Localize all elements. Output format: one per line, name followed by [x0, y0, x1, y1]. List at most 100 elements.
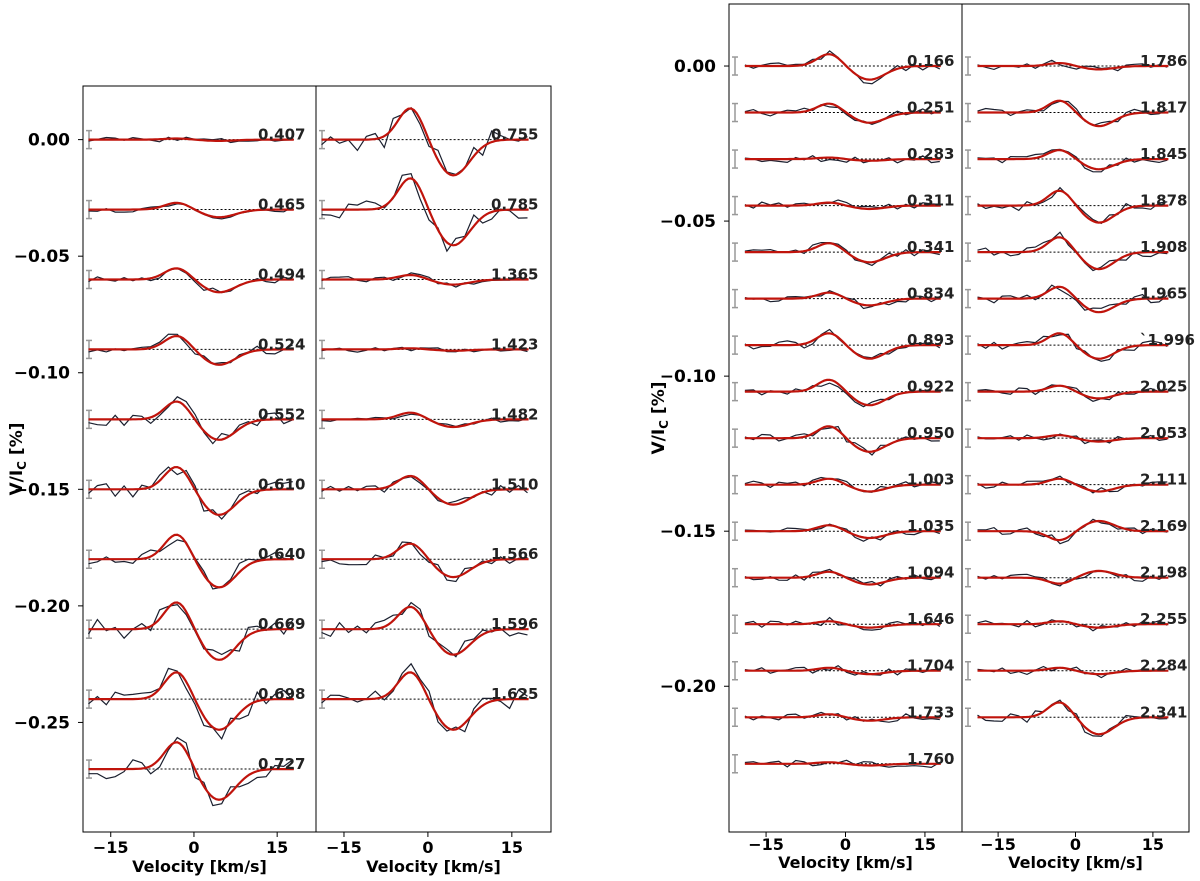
- y-tick-label: −0.20: [660, 677, 716, 697]
- stokes-profile: 1.760: [732, 750, 954, 774]
- phase-label: 1.625: [491, 685, 538, 703]
- observed-profile-line: [744, 476, 940, 493]
- model-profile-line: [88, 465, 294, 517]
- phase-label: 1.482: [491, 405, 538, 423]
- phase-label: 0.283: [907, 145, 954, 163]
- phase-label: 1.786: [1140, 52, 1187, 70]
- observed-profile-line: [744, 759, 941, 769]
- model-profile-line: [977, 285, 1169, 314]
- model-profile-line: [88, 334, 294, 366]
- phase-label: 0.524: [258, 335, 305, 353]
- phase-label: 1.003: [907, 471, 954, 489]
- phase-label: 1.646: [907, 610, 954, 628]
- model-profile-line: [744, 102, 941, 124]
- model-profile-line: [744, 477, 941, 493]
- x-tick-label: 15: [914, 835, 936, 854]
- phase-label: 0.341: [907, 238, 954, 256]
- stokes-profile: 1.625: [319, 662, 538, 733]
- observed-profile-line: [977, 665, 1168, 679]
- y-tick-label: −0.05: [14, 247, 70, 267]
- model-profile-line: [744, 291, 941, 307]
- y-tick-label: −0.20: [14, 597, 70, 617]
- phase-label: 0.552: [258, 405, 305, 423]
- phase-label: 0.893: [907, 331, 954, 349]
- plot-frame: [728, 3, 1190, 833]
- model-profile-line: [321, 605, 529, 656]
- x-tick-label: 0: [188, 838, 199, 857]
- y-axis-label-main: V/I: [7, 470, 27, 496]
- model-profile-line: [88, 741, 294, 801]
- stokes-profile: 0.698: [86, 667, 305, 741]
- model-profile-line: [744, 713, 941, 722]
- phase-label: 0.727: [258, 755, 305, 773]
- observed-profile-line: [977, 384, 1168, 402]
- stokes-profile: 0.950: [732, 424, 954, 456]
- phase-label: 1.596: [491, 615, 538, 633]
- stokes-profile: 1.365: [319, 265, 538, 290]
- stokes-profile: 1.786: [965, 52, 1187, 76]
- observed-profile-line: [977, 284, 1168, 311]
- stokes-profile: 0.524: [86, 333, 305, 366]
- observed-profile-line: [977, 333, 1168, 362]
- model-profile-line: [321, 671, 529, 731]
- phase-label: 0.669: [258, 615, 305, 633]
- y-axis-label: V/IC [%]: [649, 381, 671, 454]
- stokes-profile: 1.733: [732, 703, 954, 728]
- model-profile-line: [744, 156, 941, 162]
- observed-profile-line: [321, 541, 528, 583]
- model-profile-line: [977, 620, 1169, 629]
- x-tick-label: 0: [840, 835, 851, 854]
- phase-label: 1.035: [907, 517, 954, 535]
- model-profile-line: [88, 201, 294, 219]
- y-axis-label: V/IC [%]: [7, 422, 29, 495]
- model-profile-line: [977, 62, 1169, 71]
- model-profile-line: [977, 519, 1169, 542]
- model-profile-line: [88, 533, 294, 589]
- observed-profile-line: [88, 396, 293, 445]
- stokes-profile: 2.053: [965, 424, 1187, 448]
- phase-label: 2.053: [1140, 424, 1187, 442]
- stokes-profile: 2.341: [965, 699, 1187, 737]
- observed-profile-line: [87, 603, 294, 656]
- stokes-profile: 0.283: [732, 145, 954, 169]
- model-profile-line: [977, 701, 1169, 736]
- stokes-profile: 2.111: [965, 471, 1187, 495]
- stokes-profile: 0.610: [86, 465, 305, 520]
- stokes-profile: 2.169: [965, 517, 1187, 545]
- y-axis-label-sub: C: [657, 420, 671, 429]
- phase-label: 0.834: [907, 285, 954, 303]
- stokes-profile: 1.566: [319, 541, 538, 583]
- phase-label: 1.423: [491, 335, 538, 353]
- x-axis-label: Velocity [km/s]: [366, 857, 501, 876]
- stokes-profile: 1.094: [732, 564, 954, 588]
- phase-label: 0.698: [258, 685, 305, 703]
- phase-label: 0.640: [258, 545, 305, 563]
- observed-profile-line: [321, 173, 528, 253]
- observed-profile-line: [977, 148, 1168, 173]
- stokes-profile: 1.845: [965, 145, 1187, 173]
- model-profile-line: [977, 236, 1169, 271]
- left-panel: 0.00 −0.05 −0.10 −0.15 −0.20 −0.25 V/IC [%] −15…: [7, 85, 552, 876]
- stokes-profile: 0.494: [86, 265, 305, 294]
- phase-label: 0.407: [258, 126, 305, 144]
- phase-label: 1.845: [1140, 145, 1187, 163]
- model-profile-line: [977, 569, 1169, 585]
- phase-label: 0.922: [907, 378, 954, 396]
- stokes-profile: 0.166: [732, 50, 954, 85]
- y-tick-label: −0.05: [660, 212, 716, 232]
- model-profile-line: [88, 671, 294, 731]
- stokes-profile: 0.640: [86, 533, 305, 590]
- phase-label: 0.251: [907, 99, 954, 117]
- phase-label: 0.494: [258, 265, 305, 283]
- model-profile-line: [321, 474, 529, 506]
- x-tick-label: 15: [501, 838, 523, 857]
- phase-label: 0.311: [907, 192, 954, 210]
- model-profile-line: [744, 761, 941, 767]
- y-tick-label: −0.10: [660, 367, 716, 387]
- stokes-profile: 1.908: [965, 231, 1187, 272]
- stokes-profile: 0.669: [86, 601, 305, 661]
- phase-label: 0.465: [258, 196, 305, 214]
- model-profile-line: [744, 53, 941, 81]
